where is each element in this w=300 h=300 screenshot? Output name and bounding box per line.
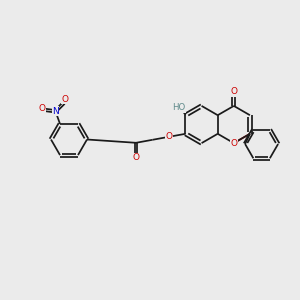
Text: O: O	[230, 87, 237, 96]
Text: O: O	[230, 139, 237, 148]
Text: O: O	[166, 132, 172, 141]
Text: O: O	[38, 104, 45, 113]
Text: HO: HO	[172, 103, 185, 112]
Text: O: O	[62, 95, 69, 104]
Text: N: N	[52, 107, 59, 116]
Text: O: O	[133, 153, 140, 162]
